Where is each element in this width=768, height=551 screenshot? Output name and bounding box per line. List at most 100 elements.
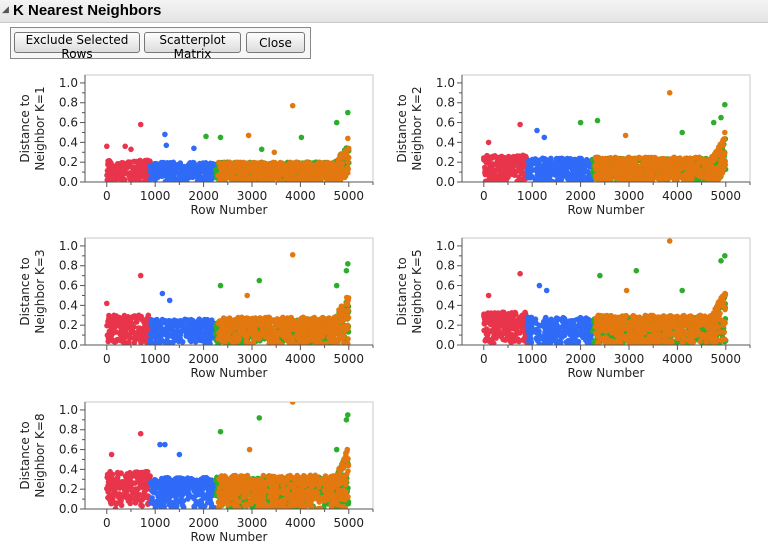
scatter-plot-k3[interactable]: 0.00.20.40.60.81.00 1000 2000 3000 4000 5000R… <box>10 233 380 383</box>
data-point-red <box>505 311 512 317</box>
data-point-orange <box>711 167 717 174</box>
data-point-blue <box>174 318 180 324</box>
data-point-blue <box>571 166 578 173</box>
scatterplot-matrix-button[interactable]: Scatterplot Matrix <box>144 32 241 61</box>
data-point-red <box>499 322 505 329</box>
data-point-red <box>496 316 502 322</box>
data-point-blue <box>560 164 567 170</box>
data-point-orange <box>292 165 299 172</box>
data-point-orange <box>671 178 678 182</box>
data-point-red <box>486 176 492 182</box>
close-button[interactable]: Close <box>246 32 305 53</box>
points <box>104 252 352 345</box>
data-point-green <box>203 133 209 140</box>
report-title: K Nearest Neighbors <box>13 2 162 19</box>
data-point-red <box>105 318 111 325</box>
data-point-orange <box>345 170 351 176</box>
data-point-orange <box>711 151 718 158</box>
data-point-orange <box>669 158 675 165</box>
data-point-blue <box>551 164 558 171</box>
data-point-orange <box>300 167 306 174</box>
data-point-orange <box>322 166 329 173</box>
data-point-red <box>493 173 499 180</box>
data-point-green <box>258 146 265 153</box>
data-point-orange <box>228 322 235 328</box>
scatter-plot-k4[interactable]: 0.00.20.40.60.81.00 1000 2000 3000 4000 5000R… <box>387 233 757 383</box>
data-point-orange <box>280 314 286 321</box>
data-point-orange <box>722 129 728 136</box>
x-tick-label: 2000 <box>188 352 219 366</box>
data-point-red <box>521 163 527 169</box>
x-tick-label: 1000 <box>140 189 171 203</box>
data-point-orange <box>292 325 299 332</box>
scatter-plot-k2[interactable]: 0.00.20.40.60.81.00 1000 2000 3000 4000 5000R… <box>387 70 757 220</box>
data-point-orange <box>245 340 252 345</box>
data-point-orange <box>322 340 329 345</box>
data-point-orange <box>309 330 315 336</box>
triangle-down-icon[interactable]: ◢ <box>2 5 9 15</box>
data-point-orange <box>336 334 343 341</box>
x-tick-label: 2000 <box>565 189 596 203</box>
data-point-blue <box>147 162 154 169</box>
x-axis-label: Row Number <box>191 366 268 380</box>
data-point-red <box>138 339 144 345</box>
data-point-red <box>485 139 492 146</box>
x-tick-label: 1000 <box>140 352 171 366</box>
y-axis-label: Neighbor K=3 <box>33 249 47 333</box>
data-point-orange <box>265 321 271 328</box>
data-point-orange <box>631 171 638 178</box>
data-point-blue <box>185 333 191 340</box>
data-point-blue <box>558 155 565 162</box>
data-point-orange <box>317 161 323 167</box>
data-point-orange <box>610 156 616 163</box>
data-point-orange <box>228 167 235 174</box>
exclude-selected-rows-button[interactable]: Exclude Selected Rows <box>14 32 140 61</box>
data-point-blue <box>581 174 588 180</box>
button-group: Exclude Selected Rows Scatterplot Matrix… <box>10 27 311 61</box>
data-point-orange <box>247 174 254 181</box>
data-point-red <box>111 174 118 181</box>
data-point-blue <box>154 174 161 181</box>
data-point-blue <box>188 316 194 323</box>
data-point-red <box>481 155 487 161</box>
data-point-red <box>503 177 509 182</box>
data-point-orange <box>293 159 299 166</box>
data-point-blue <box>204 335 210 342</box>
data-point-blue <box>585 178 592 182</box>
data-point-orange <box>703 158 710 165</box>
data-point-orange <box>592 163 599 169</box>
data-point-orange <box>273 171 280 178</box>
data-point-red <box>489 169 496 175</box>
data-point-blue <box>193 165 199 171</box>
data-point-orange <box>654 167 661 173</box>
data-point-orange <box>258 323 265 329</box>
data-point-red <box>126 340 132 345</box>
data-point-blue <box>525 157 532 164</box>
data-point-orange <box>279 178 285 182</box>
data-point-blue <box>159 290 166 297</box>
data-point-red <box>116 323 123 329</box>
data-point-red <box>123 325 130 331</box>
data-point-blue <box>577 159 583 166</box>
data-point-orange <box>695 173 702 179</box>
data-point-red <box>104 300 110 307</box>
y-tick-label: 0.4 <box>59 135 78 149</box>
data-point-orange <box>333 318 339 325</box>
scatter-plot-k1[interactable]: 0.00.20.40.60.81.00 1000 2000 3000 4000 5000R… <box>10 70 380 220</box>
data-point-orange <box>250 336 257 342</box>
data-point-orange <box>722 162 729 168</box>
data-point-blue <box>192 320 198 327</box>
y-axis-label: Distance to <box>18 257 32 325</box>
data-point-blue <box>546 174 553 181</box>
report-header[interactable]: ◢ K Nearest Neighbors <box>0 0 768 23</box>
data-point-orange <box>338 306 345 312</box>
data-point-blue <box>585 169 591 175</box>
x-tick-label: 3000 <box>237 352 268 366</box>
data-point-orange <box>295 173 302 180</box>
data-point-orange <box>257 315 263 321</box>
y-tick-label: 0.6 <box>436 116 455 130</box>
data-point-orange <box>595 176 601 182</box>
data-point-orange <box>232 179 239 182</box>
data-point-orange <box>313 332 319 339</box>
data-point-blue <box>531 159 538 166</box>
